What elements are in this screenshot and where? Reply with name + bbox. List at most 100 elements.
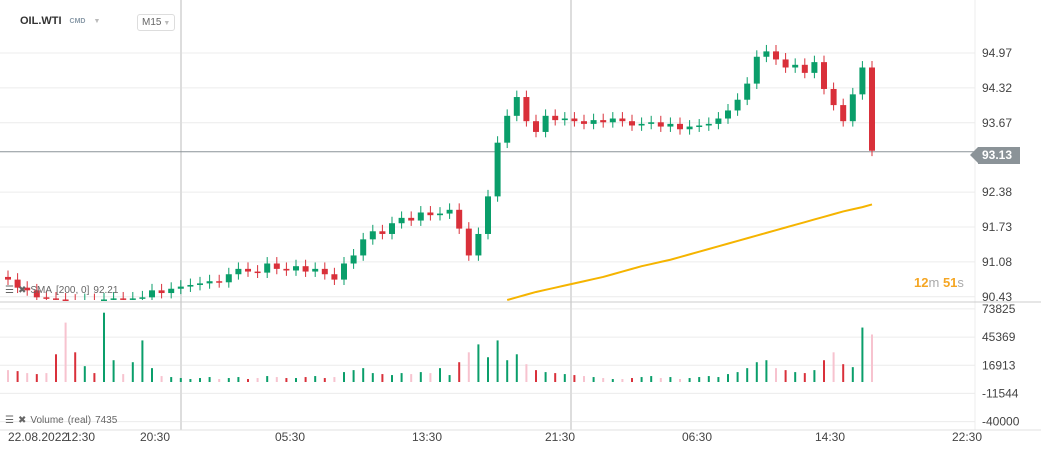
volume-bar — [707, 376, 710, 382]
timer-m-unit: m — [928, 275, 940, 290]
candle-body — [619, 118, 626, 122]
price-tick-label: 91.08 — [982, 255, 1012, 269]
volume-bar — [391, 375, 393, 382]
candle-body — [542, 115, 549, 132]
candle-body — [216, 281, 223, 283]
volume-bar — [775, 368, 777, 382]
time-axis-label: 12:30 — [65, 430, 95, 444]
volume-indicator-label[interactable]: ☰ ✖ Volume (real) 7435 — [5, 415, 117, 426]
candle-body — [24, 287, 31, 291]
candle-body — [773, 51, 779, 60]
volume-bar — [400, 373, 403, 382]
candle-body — [312, 268, 319, 272]
volume-bar — [496, 340, 499, 382]
candle-body — [504, 115, 511, 143]
timer-minutes: 12 — [914, 275, 929, 290]
candle-body — [120, 298, 127, 300]
volume-bar — [669, 377, 672, 382]
time-axis-label: 21:30 — [545, 430, 575, 444]
candle-body — [129, 298, 136, 300]
candle-body — [398, 217, 405, 224]
candle-body — [677, 123, 683, 130]
settings-icon[interactable]: ☰ — [5, 415, 14, 426]
volume-tick-label: -40000 — [982, 415, 1020, 429]
candle-body — [830, 88, 837, 106]
volume-bar — [103, 312, 105, 382]
volume-bar — [237, 377, 240, 382]
volume-bar — [227, 378, 230, 382]
candle-body — [821, 62, 827, 89]
close-icon[interactable]: ✖ — [17, 285, 27, 296]
time-axis-label: 06:30 — [682, 430, 712, 444]
volume-bar — [746, 368, 749, 382]
volume-bar — [554, 373, 557, 382]
candle-body — [840, 105, 847, 122]
volume-bar — [592, 377, 595, 382]
candle-body — [341, 263, 347, 280]
candle-body — [437, 213, 443, 216]
settings-icon[interactable]: ☰ — [5, 285, 14, 296]
volume-bar — [343, 372, 345, 382]
volume-bar — [736, 372, 739, 382]
candle-body — [283, 268, 290, 271]
time-axis-label: 05:30 — [275, 430, 305, 444]
volume-bar — [487, 357, 489, 382]
candle-body — [571, 118, 578, 122]
volume-bar — [563, 374, 566, 382]
volume-bar — [55, 354, 57, 382]
volume-bar — [131, 362, 134, 382]
volume-bar — [755, 362, 758, 382]
volume-bar — [429, 373, 432, 382]
timeframe-select[interactable]: M15 ▼ — [137, 14, 176, 31]
volume-bar — [199, 378, 201, 382]
candle-body — [859, 67, 866, 95]
candle-body — [811, 62, 818, 73]
candle-body — [753, 56, 760, 84]
volume-bar — [688, 378, 691, 382]
price-tick-label: 92.38 — [982, 185, 1012, 199]
volume-bar — [381, 374, 384, 382]
volume-bar — [170, 377, 173, 382]
candle-body — [187, 284, 194, 287]
time-axis-label: 13:30 — [412, 430, 442, 444]
candle-body — [5, 276, 11, 280]
volume-value: 7435 — [95, 415, 118, 426]
candle-body — [533, 121, 539, 132]
candle-body — [101, 299, 107, 301]
sma-indicator-label[interactable]: ☰ ✖ SMA [200, 0] 92.21 — [5, 285, 118, 296]
instrument-header[interactable]: OIL.WTI CMD ▼ — [20, 15, 100, 27]
volume-bar — [832, 352, 835, 382]
volume-bar — [410, 374, 413, 382]
candle-body — [139, 297, 146, 299]
candle-body — [293, 266, 299, 271]
volume-bar — [112, 360, 115, 382]
volume-bar — [717, 377, 720, 382]
volume-bar — [352, 370, 355, 382]
candle-body — [734, 99, 741, 111]
close-icon[interactable]: ✖ — [17, 415, 27, 426]
candle-body — [475, 233, 482, 256]
volume-bar — [45, 373, 48, 382]
volume-bar — [851, 367, 854, 382]
volume-bar — [458, 362, 461, 382]
volume-bar — [467, 352, 470, 382]
volume-bar — [794, 372, 797, 382]
volume-bar — [621, 379, 624, 382]
volume-bar — [583, 376, 585, 382]
volume-bar — [218, 379, 221, 382]
chevron-down-icon[interactable]: ▼ — [93, 17, 101, 25]
volume-bar — [333, 377, 336, 382]
time-axis-label: 22.08.2022 — [8, 430, 68, 444]
volume-bar — [842, 364, 845, 382]
price-tick-label: 94.97 — [982, 46, 1012, 60]
candle-body — [53, 298, 59, 300]
candle-body — [302, 266, 309, 272]
candle-body — [494, 142, 501, 197]
candle-body — [206, 281, 213, 284]
price-tick-label: 94.32 — [982, 81, 1012, 95]
sma-params: [200, 0] — [56, 285, 90, 296]
volume-params: (real) — [67, 415, 92, 426]
volume-bar — [515, 354, 518, 382]
